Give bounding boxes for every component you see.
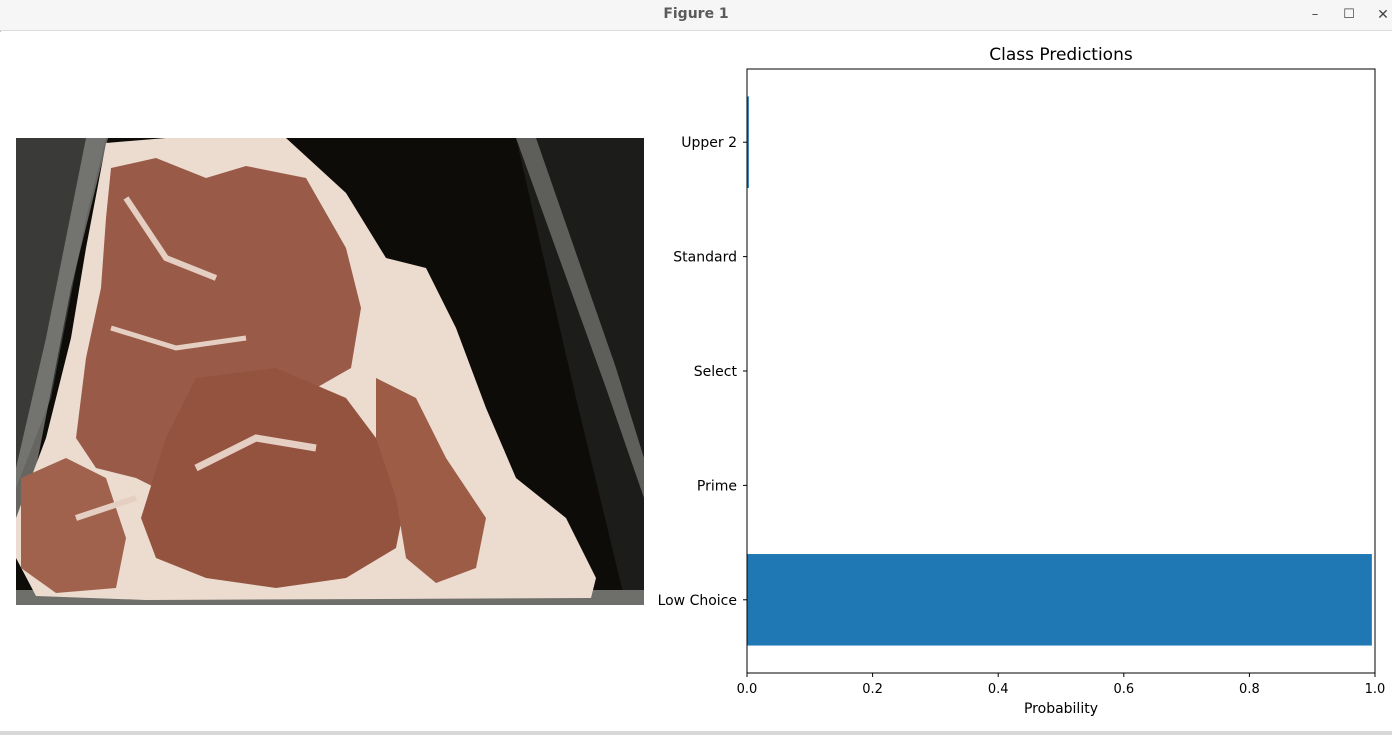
bar-upper-2 <box>747 96 749 188</box>
x-tick-label: 0.4 <box>988 682 1009 697</box>
window-title: Figure 1 <box>663 6 729 22</box>
minimize-button[interactable]: – <box>1311 7 1319 22</box>
maximize-button[interactable]: ☐ <box>1343 7 1355 22</box>
chart-title: Class Predictions <box>989 45 1133 65</box>
meat-photo-image <box>16 138 644 605</box>
x-tick-label: 0.0 <box>737 682 758 697</box>
window-titlebar: Figure 1 – ☐ ✕ <box>0 0 1392 31</box>
x-tick-label: 0.8 <box>1239 682 1260 697</box>
y-tick-label: Prime <box>697 478 737 494</box>
x-tick-label: 0.2 <box>862 682 883 697</box>
y-tick-label: Upper 2 <box>681 135 737 151</box>
x-tick-label: 1.0 <box>1365 682 1386 697</box>
x-axis-label: Probability <box>1024 701 1098 717</box>
bar-low-choice <box>747 554 1372 646</box>
y-tick-label: Standard <box>673 250 737 266</box>
x-tick-label: 0.6 <box>1113 682 1134 697</box>
window-bottom-border <box>0 731 1392 735</box>
close-button[interactable]: ✕ <box>1377 7 1389 23</box>
chart-svg: Class Predictions Low Choice Prime Select S… <box>658 45 1386 717</box>
meat-photo <box>16 138 644 605</box>
y-tick-label: Low Choice <box>658 593 737 609</box>
y-tick-label: Select <box>694 364 738 380</box>
class-predictions-chart: Class Predictions Low Choice Prime Select S… <box>640 32 1392 731</box>
